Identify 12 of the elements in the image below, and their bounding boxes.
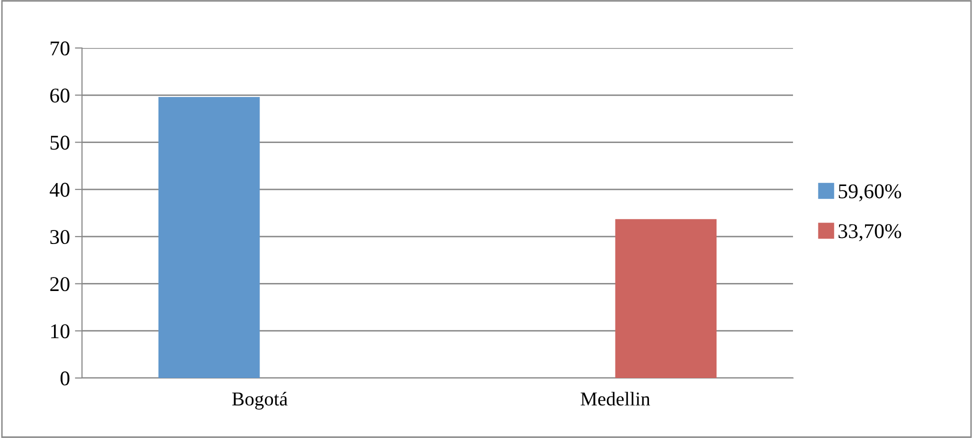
y-tick-label: 0 [60,371,70,386]
y-tick-label: 30 [50,230,70,244]
legend-label: 59,60% [838,184,902,202]
y-tick-label: 60 [50,88,70,103]
x-tick-label: Bogotá [232,392,288,410]
y-tick-label: 70 [50,41,70,56]
y-tick-label: 40 [50,182,70,197]
y-tick-label: 10 [51,324,70,338]
x-tick-label: Medellin [580,392,650,406]
y-tick-label: 20 [50,277,70,292]
y-tick-label: 50 [50,136,70,150]
legend-label: 33,70% [838,224,902,242]
